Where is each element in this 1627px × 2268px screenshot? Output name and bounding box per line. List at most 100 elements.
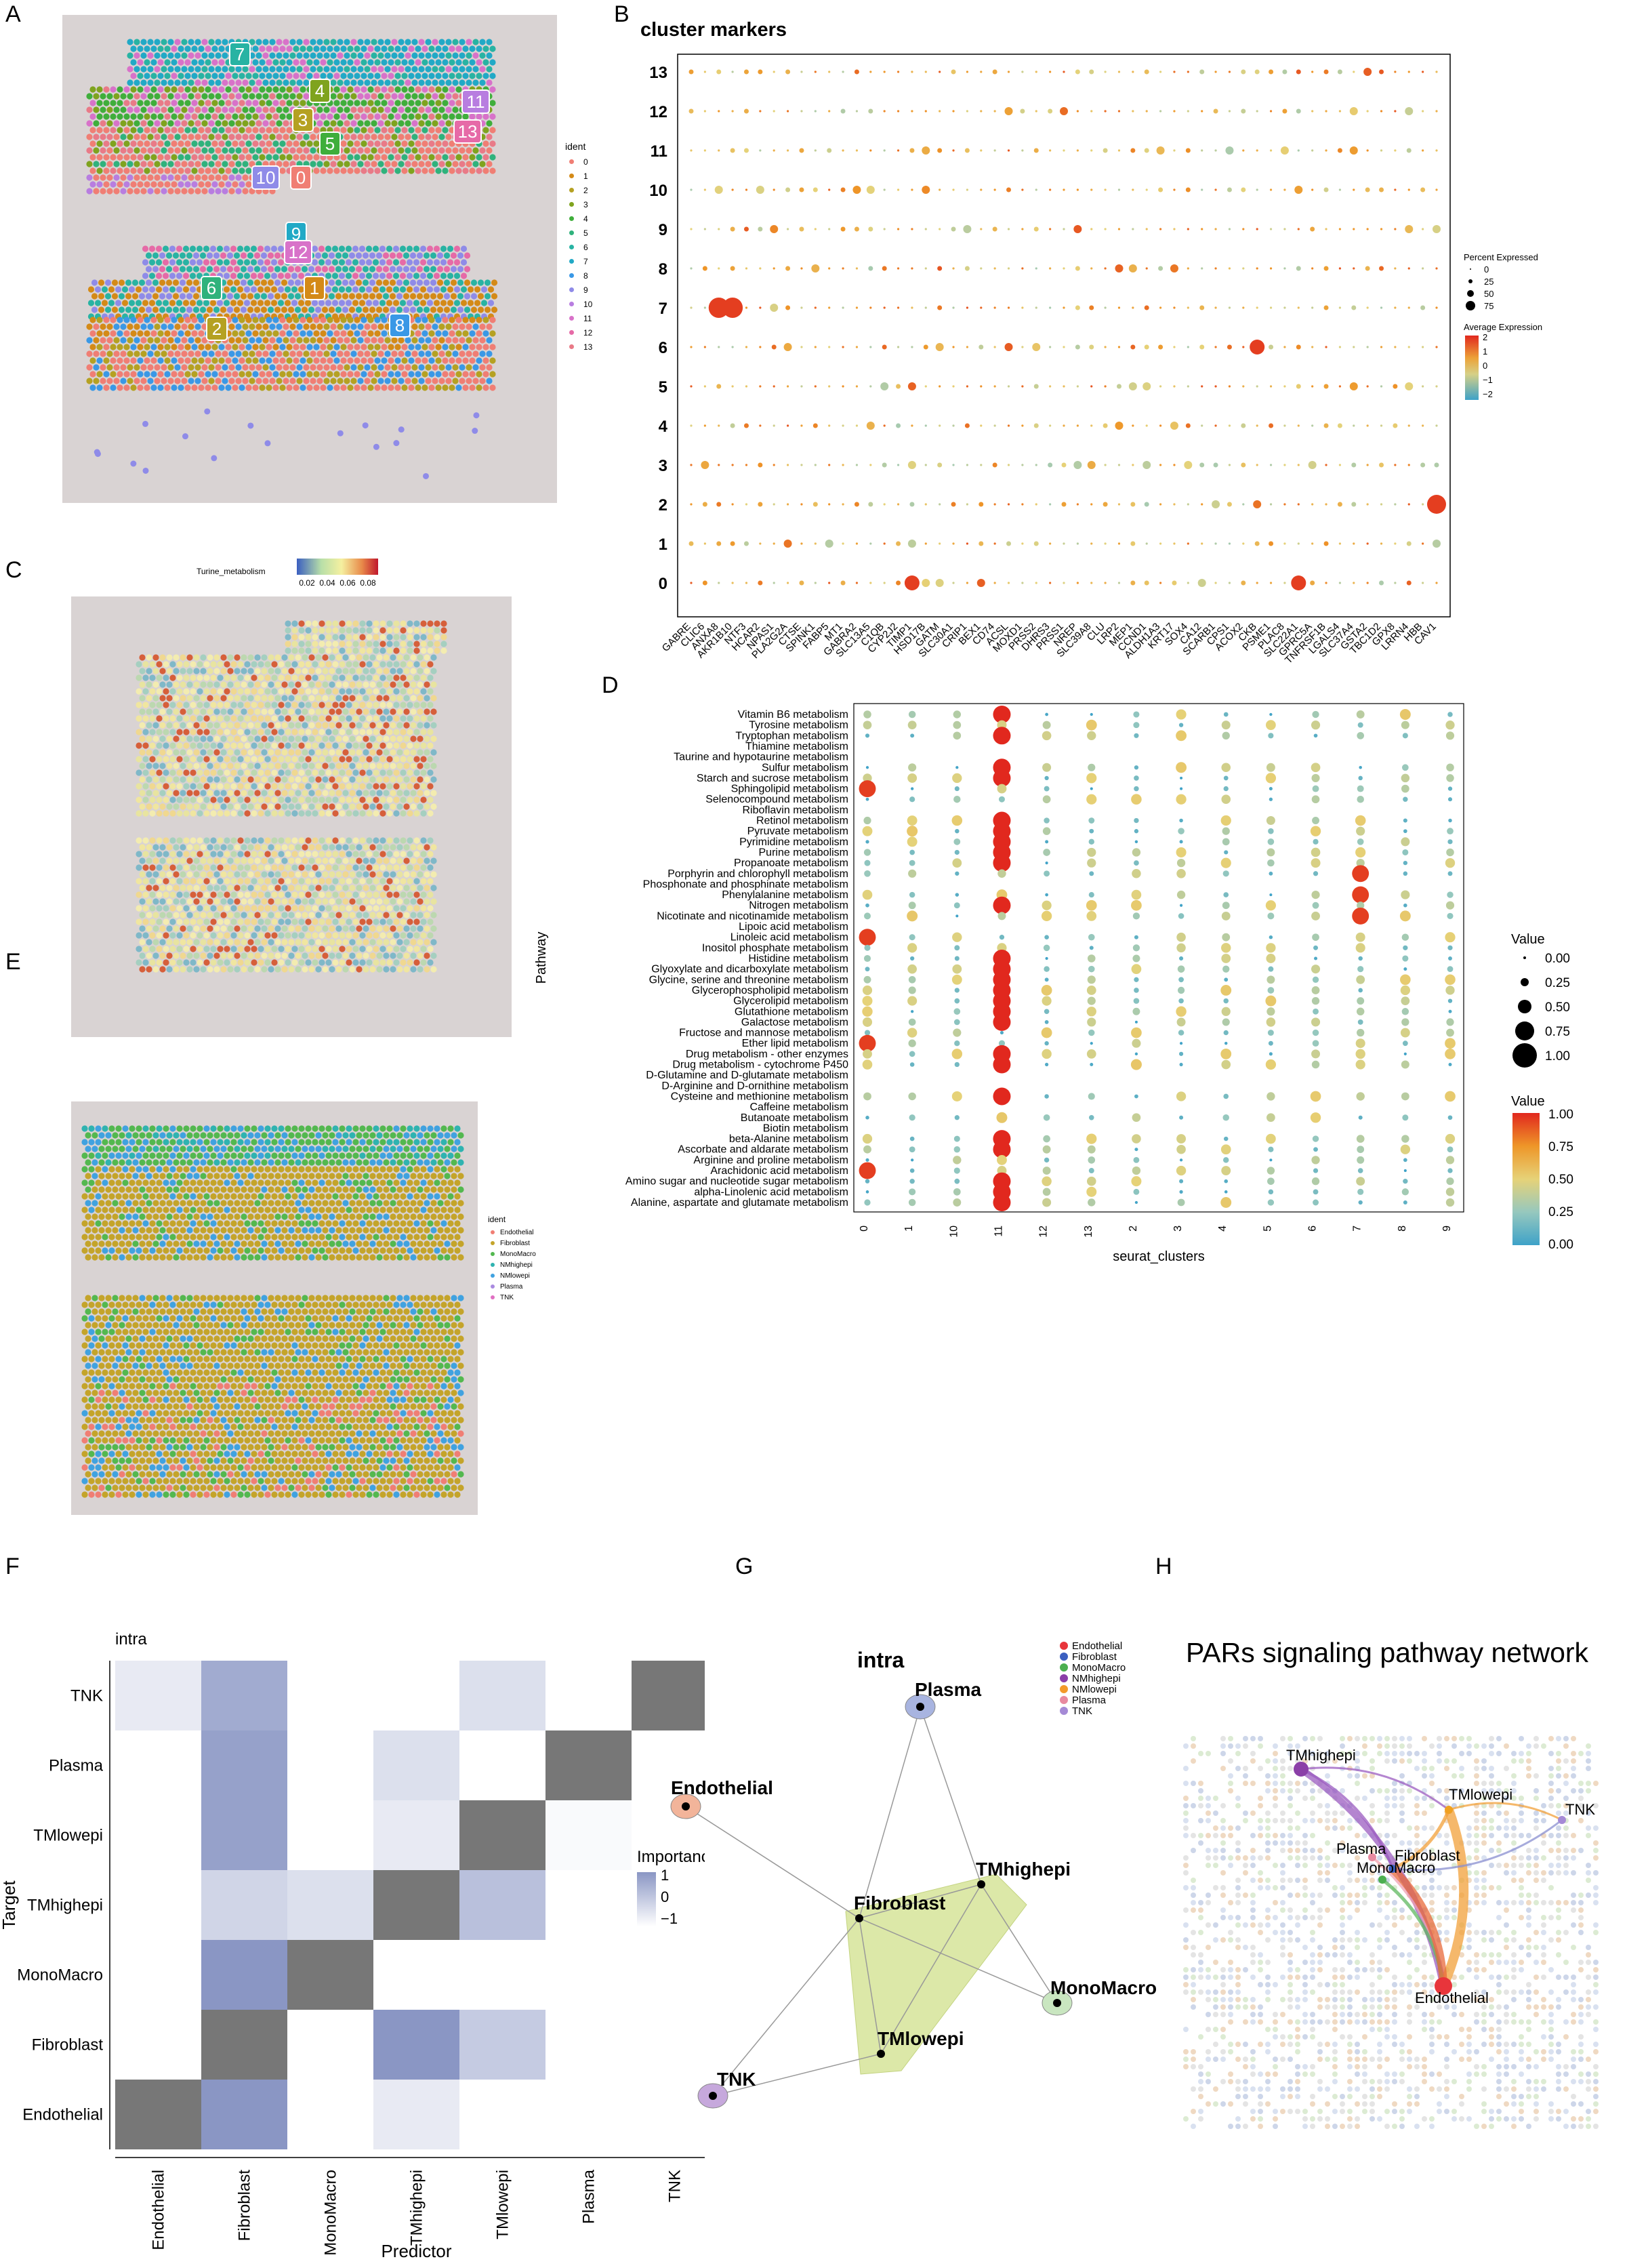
tissue-spot xyxy=(420,688,427,695)
tissue-spot xyxy=(433,245,440,252)
tissue-spot xyxy=(482,154,489,161)
tissue-spot xyxy=(220,857,227,864)
tissue-spot xyxy=(193,695,200,702)
tissue-spot xyxy=(469,167,476,174)
tissue-spot xyxy=(146,898,152,905)
tissue-spot xyxy=(213,252,220,259)
tissue-spot xyxy=(445,66,452,73)
tissue-spot xyxy=(410,695,417,702)
tissue-spot xyxy=(320,113,327,120)
tissue-spot xyxy=(281,735,288,742)
tissue-spot xyxy=(197,769,203,776)
tissue-spot xyxy=(420,837,427,844)
tissue-spot xyxy=(254,695,261,702)
dot xyxy=(1337,148,1342,153)
tissue-spot xyxy=(106,337,113,344)
dot xyxy=(703,110,706,113)
size-legend-label: 25 xyxy=(1484,277,1494,287)
tissue-spot xyxy=(100,120,106,127)
tissue-spot xyxy=(357,350,364,357)
tissue-spot xyxy=(393,688,400,695)
dot xyxy=(1132,188,1134,191)
tissue-spot xyxy=(164,73,171,79)
dot xyxy=(828,188,831,191)
tissue-spot xyxy=(176,245,183,252)
tissue-spot xyxy=(167,39,174,45)
tissue-spot xyxy=(166,763,173,769)
tissue-spot xyxy=(373,443,379,450)
dot xyxy=(1242,346,1245,348)
tissue-spot xyxy=(140,93,147,100)
tissue-spot xyxy=(183,783,190,790)
tissue-spot xyxy=(192,293,200,300)
tissue-spot xyxy=(359,851,366,857)
tissue-spot xyxy=(354,127,361,134)
tissue-spot xyxy=(329,695,335,702)
tissue-spot xyxy=(93,323,100,330)
tissue-spot xyxy=(211,86,218,93)
tissue-spot xyxy=(100,337,106,344)
tissue-spot xyxy=(291,661,298,668)
tissue-spot xyxy=(209,245,217,252)
dot xyxy=(1283,306,1286,309)
tissue-spot xyxy=(173,763,180,769)
tissue-spot xyxy=(285,837,291,844)
tissue-spot xyxy=(183,878,190,885)
legend-item: 10 xyxy=(565,297,592,311)
dot xyxy=(883,503,886,506)
tissue-spot xyxy=(266,317,272,323)
tissue-spot xyxy=(224,891,230,898)
tissue-spot xyxy=(406,272,413,279)
tissue-spot xyxy=(469,330,476,337)
dot xyxy=(702,580,707,586)
dot xyxy=(1033,226,1039,232)
dot xyxy=(786,503,789,506)
tissue-spot xyxy=(302,654,308,661)
dot xyxy=(897,464,900,466)
tissue-spot xyxy=(369,708,376,715)
tissue-spot xyxy=(358,259,366,266)
tissue-spot xyxy=(162,245,169,252)
tissue-spot xyxy=(262,134,269,140)
dot xyxy=(814,228,817,230)
tissue-spot xyxy=(472,79,479,86)
dot xyxy=(1035,110,1037,113)
tissue-spot xyxy=(300,384,306,391)
tissue-spot xyxy=(133,188,140,195)
dot xyxy=(1366,385,1369,388)
tissue-spot xyxy=(198,181,205,188)
dot xyxy=(952,424,955,427)
dot xyxy=(1090,385,1093,388)
tissue-spot xyxy=(338,286,346,293)
tissue-spot xyxy=(293,371,300,378)
tissue-spot xyxy=(217,851,224,857)
tissue-spot xyxy=(489,113,496,120)
tissue-spot xyxy=(442,344,449,350)
tissue-spot xyxy=(148,259,156,266)
tissue-spot xyxy=(149,891,156,898)
tissue-spot xyxy=(227,695,234,702)
tissue-spot xyxy=(142,300,149,306)
tissue-spot xyxy=(252,330,259,337)
tissue-spot xyxy=(394,371,401,378)
tissue-spot xyxy=(407,756,413,763)
tissue-spot xyxy=(182,300,190,306)
tissue-spot xyxy=(358,300,366,306)
tissue-spot xyxy=(339,905,346,912)
tissue-spot xyxy=(198,384,205,391)
tissue-spot xyxy=(127,106,133,113)
tissue-spot xyxy=(217,891,224,898)
tissue-spot xyxy=(218,140,225,147)
tissue-spot xyxy=(427,715,434,722)
tissue-spot xyxy=(237,661,244,668)
tissue-spot xyxy=(224,742,230,749)
dot xyxy=(1435,70,1438,73)
dot xyxy=(1116,384,1121,389)
tissue-spot xyxy=(173,776,180,783)
tissue-spot xyxy=(369,763,376,769)
tissue-spot xyxy=(180,681,186,688)
tissue-spot xyxy=(110,181,117,188)
tissue-spot xyxy=(188,364,194,371)
tissue-spot xyxy=(251,729,258,735)
dot xyxy=(1132,110,1134,113)
